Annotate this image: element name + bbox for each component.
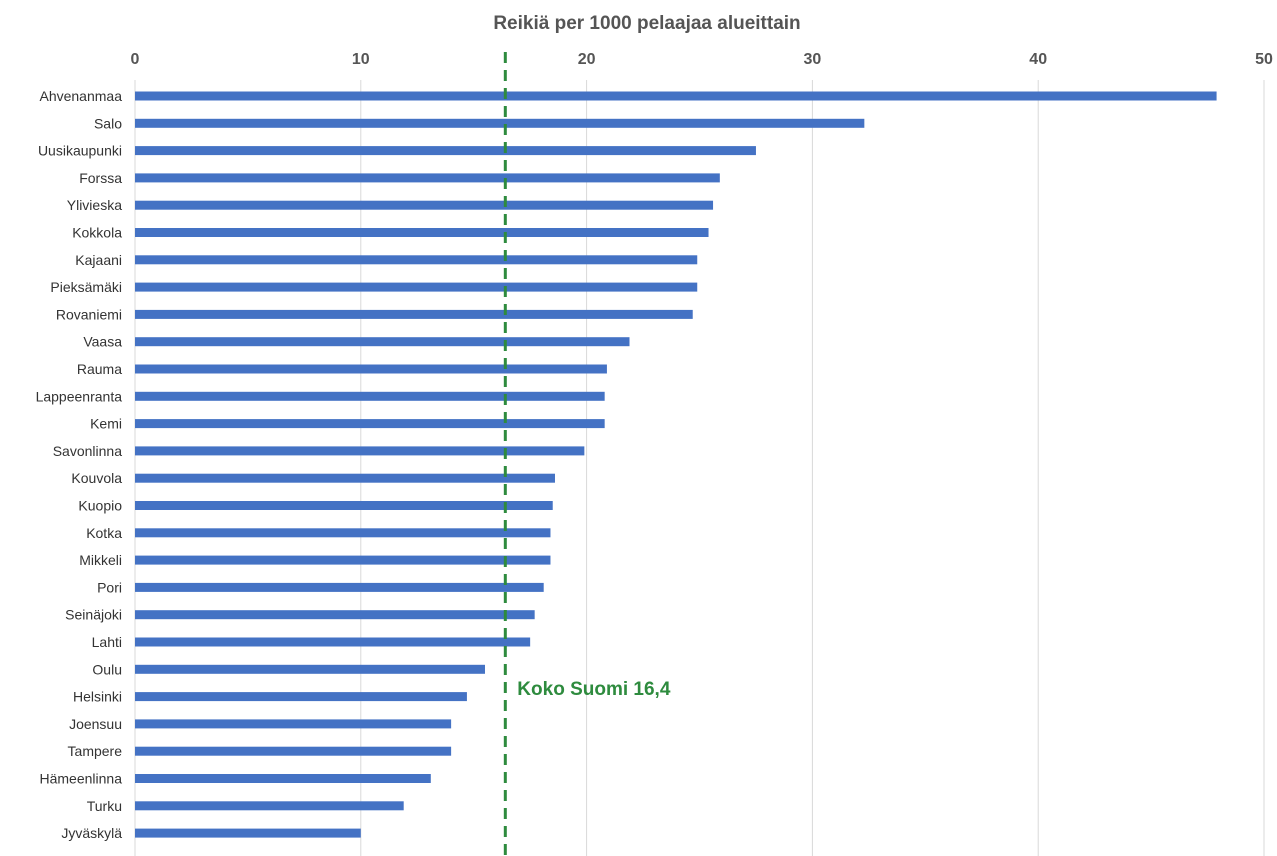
bar: [135, 774, 431, 783]
bar: [135, 309, 693, 319]
bar: [135, 828, 361, 838]
category-label: Mikkeli: [79, 552, 122, 568]
category-label: Pori: [97, 579, 122, 595]
bar: [135, 501, 553, 510]
bars: [135, 91, 1217, 838]
bar: [135, 173, 720, 183]
category-label: Ylivieska: [67, 197, 122, 213]
category-label: Savonlinna: [53, 443, 122, 459]
category-label: Lappeenranta: [36, 388, 123, 404]
bar: [135, 146, 756, 156]
x-tick-label: 30: [804, 51, 822, 68]
category-labels: Ahvenanmaa Salo Uusikaupunki Forssa Yliviesk…: [36, 88, 123, 841]
category-label: Kemi: [90, 416, 122, 432]
bar: [135, 528, 551, 538]
category-label: Tampere: [68, 743, 123, 759]
category-label: Kouvola: [71, 470, 122, 486]
gridlines: [134, 80, 1265, 856]
chart-title: Reikiä per 1000 pelaajaa alueittain: [493, 13, 800, 34]
bar: [135, 91, 1217, 101]
category-label: Oulu: [92, 661, 122, 677]
x-tick-label: 20: [578, 51, 596, 68]
bar: [135, 637, 531, 647]
bar: [135, 282, 698, 292]
category-label: Ahvenanmaa: [39, 88, 122, 104]
category-label: Pieksämäki: [50, 279, 122, 295]
category-label: Uusikaupunki: [38, 143, 122, 159]
bar: [135, 255, 698, 265]
category-label: Forssa: [79, 170, 122, 186]
x-tick-label: 50: [1255, 51, 1273, 68]
category-label: Lahti: [92, 634, 122, 650]
bar: [135, 118, 865, 128]
x-tick-label: 10: [352, 51, 370, 68]
x-axis-ticks: 0 10 20 30 40 50: [131, 51, 1273, 68]
bar: [135, 419, 605, 429]
category-label: Helsinki: [73, 689, 122, 705]
category-label: Kajaani: [75, 252, 122, 268]
bar: [135, 555, 551, 565]
bar: [135, 664, 485, 674]
category-label: Kotka: [86, 525, 122, 541]
bar: [135, 200, 714, 210]
bar: [135, 692, 467, 702]
x-tick-label: 40: [1029, 51, 1047, 68]
category-label: Turku: [87, 798, 122, 814]
reference-line-label: Koko Suomi 16,4: [517, 679, 671, 700]
bar: [135, 446, 585, 456]
bar: [135, 719, 452, 729]
category-label: Rauma: [77, 361, 122, 377]
category-label: Hämeenlinna: [40, 771, 123, 787]
bar: [135, 337, 630, 347]
category-label: Rovaniemi: [56, 306, 122, 322]
bar: [135, 801, 404, 811]
category-label: Vaasa: [83, 334, 122, 350]
bar: [135, 228, 709, 237]
bar: [135, 746, 452, 756]
bar: [135, 582, 544, 592]
category-label: Kokkola: [72, 225, 122, 241]
category-label: Jyväskylä: [61, 825, 122, 841]
category-label: Kuopio: [78, 498, 122, 514]
x-tick-label: 0: [131, 51, 140, 68]
bar: [135, 391, 605, 401]
category-label: Salo: [94, 115, 122, 131]
bar: [135, 364, 607, 374]
category-label: Seinäjoki: [65, 607, 122, 623]
category-label: Joensuu: [69, 716, 122, 732]
bar: [135, 610, 535, 620]
bar: [135, 473, 555, 483]
